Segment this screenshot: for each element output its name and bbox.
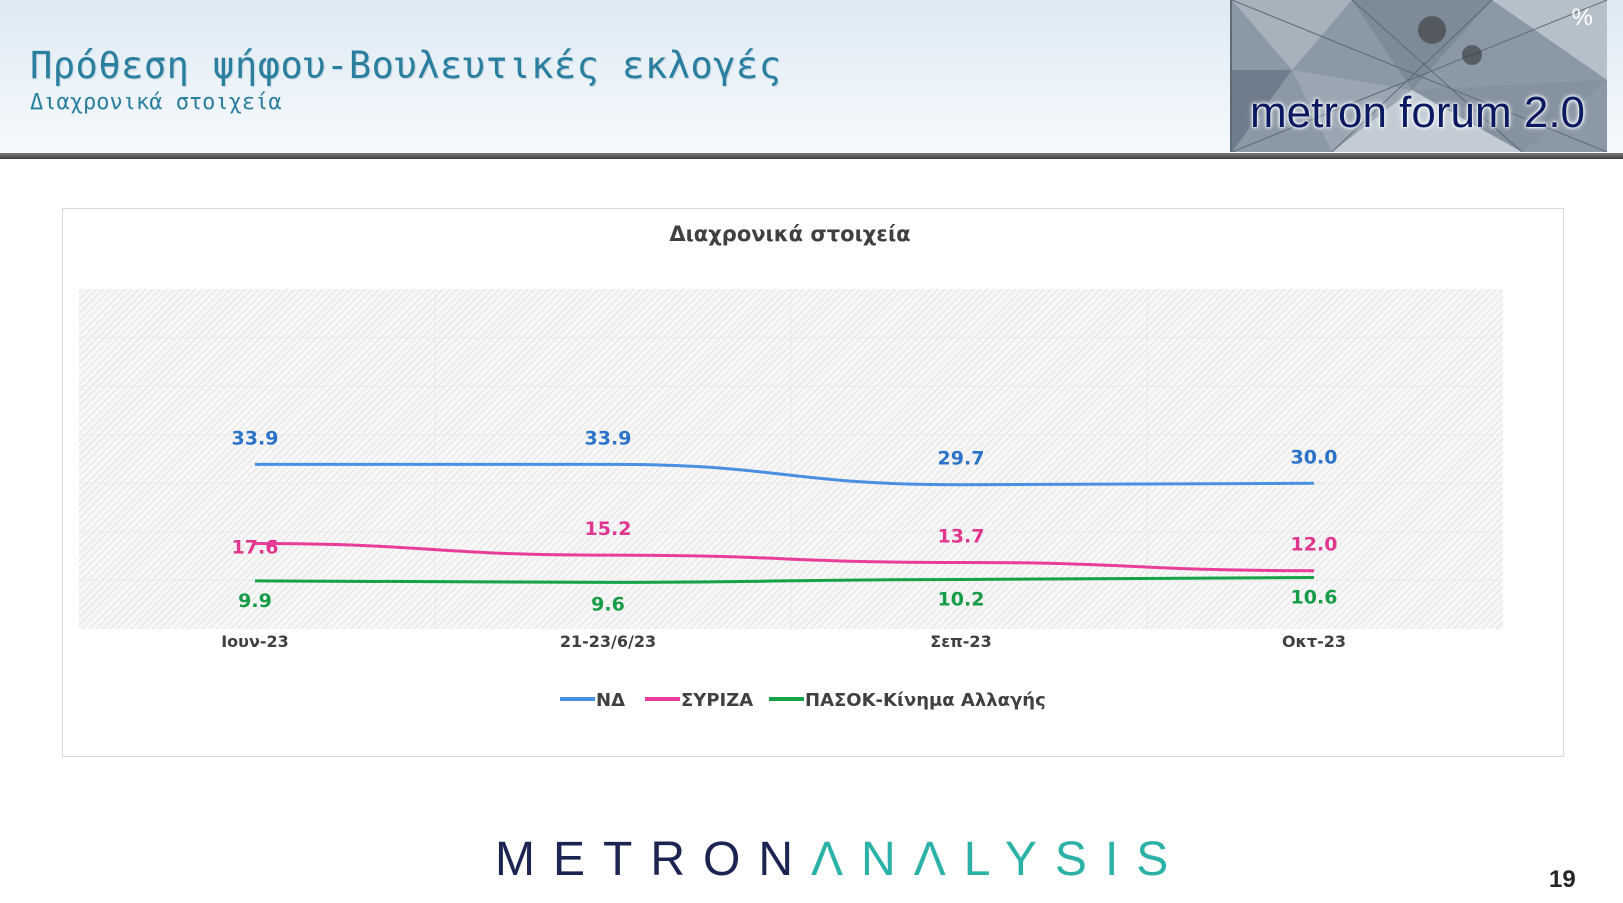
data-label: 9.6 xyxy=(591,593,625,615)
percent-icon: % xyxy=(1571,4,1593,31)
series-line-2 xyxy=(254,576,1315,584)
data-label: 9.9 xyxy=(238,590,272,612)
forum-logo-text: metron forum 2.0 xyxy=(1250,88,1586,137)
forum-background-image xyxy=(1232,0,1607,152)
x-tick-label: Οκτ-23 xyxy=(1282,632,1346,651)
x-tick-label: Ιουν-23 xyxy=(221,632,289,651)
data-label: 29.7 xyxy=(938,448,985,470)
logo-analysis: ΛNΛLYSIS xyxy=(810,833,1187,886)
data-label: 17.6 xyxy=(232,537,279,559)
line-chart: Διαχρονικά στοιχεία 33.9 33.9 29.7 30.0 17.6… xyxy=(79,222,1503,711)
legend-label: ΣΥΡΙΖΑ xyxy=(681,690,753,711)
page-number: 19 xyxy=(1549,866,1576,893)
page-title: Πρόθεση ψήφου-Βουλευτικές εκλογές xyxy=(30,44,782,87)
series-line-0 xyxy=(255,462,1315,487)
data-label: 13.7 xyxy=(938,525,985,547)
legend-label: ΝΔ xyxy=(596,690,625,711)
header-divider xyxy=(0,153,1623,159)
x-tick-label: 21-23/6/23 xyxy=(560,632,656,651)
data-label: 33.9 xyxy=(585,427,632,449)
data-label: 10.2 xyxy=(938,588,985,610)
data-label: 33.9 xyxy=(232,427,279,449)
data-label: 12.0 xyxy=(1291,534,1338,556)
series-line-1 xyxy=(254,542,1315,573)
data-label: 30.0 xyxy=(1291,446,1338,468)
page-subtitle: Διαχρονικά στοιχεία xyxy=(30,90,282,115)
metron-analysis-logo: METRONΛNΛLYSIS xyxy=(495,832,1186,887)
metron-forum-logo: metron forum 2.0 % xyxy=(1230,0,1607,152)
data-label: 10.6 xyxy=(1291,587,1338,609)
data-label: 15.2 xyxy=(585,518,632,540)
logo-metron: METRON xyxy=(495,833,811,886)
chart-frame: Διαχρονικά στοιχεία 33.9 33.9 29.7 30.0 17.6… xyxy=(62,208,1564,757)
legend-label: ΠΑΣΟΚ-Κίνημα Αλλαγής xyxy=(805,690,1046,711)
x-tick-label: Σεπ-23 xyxy=(930,632,991,651)
chart-title: Διαχρονικά στοιχεία xyxy=(669,222,910,246)
